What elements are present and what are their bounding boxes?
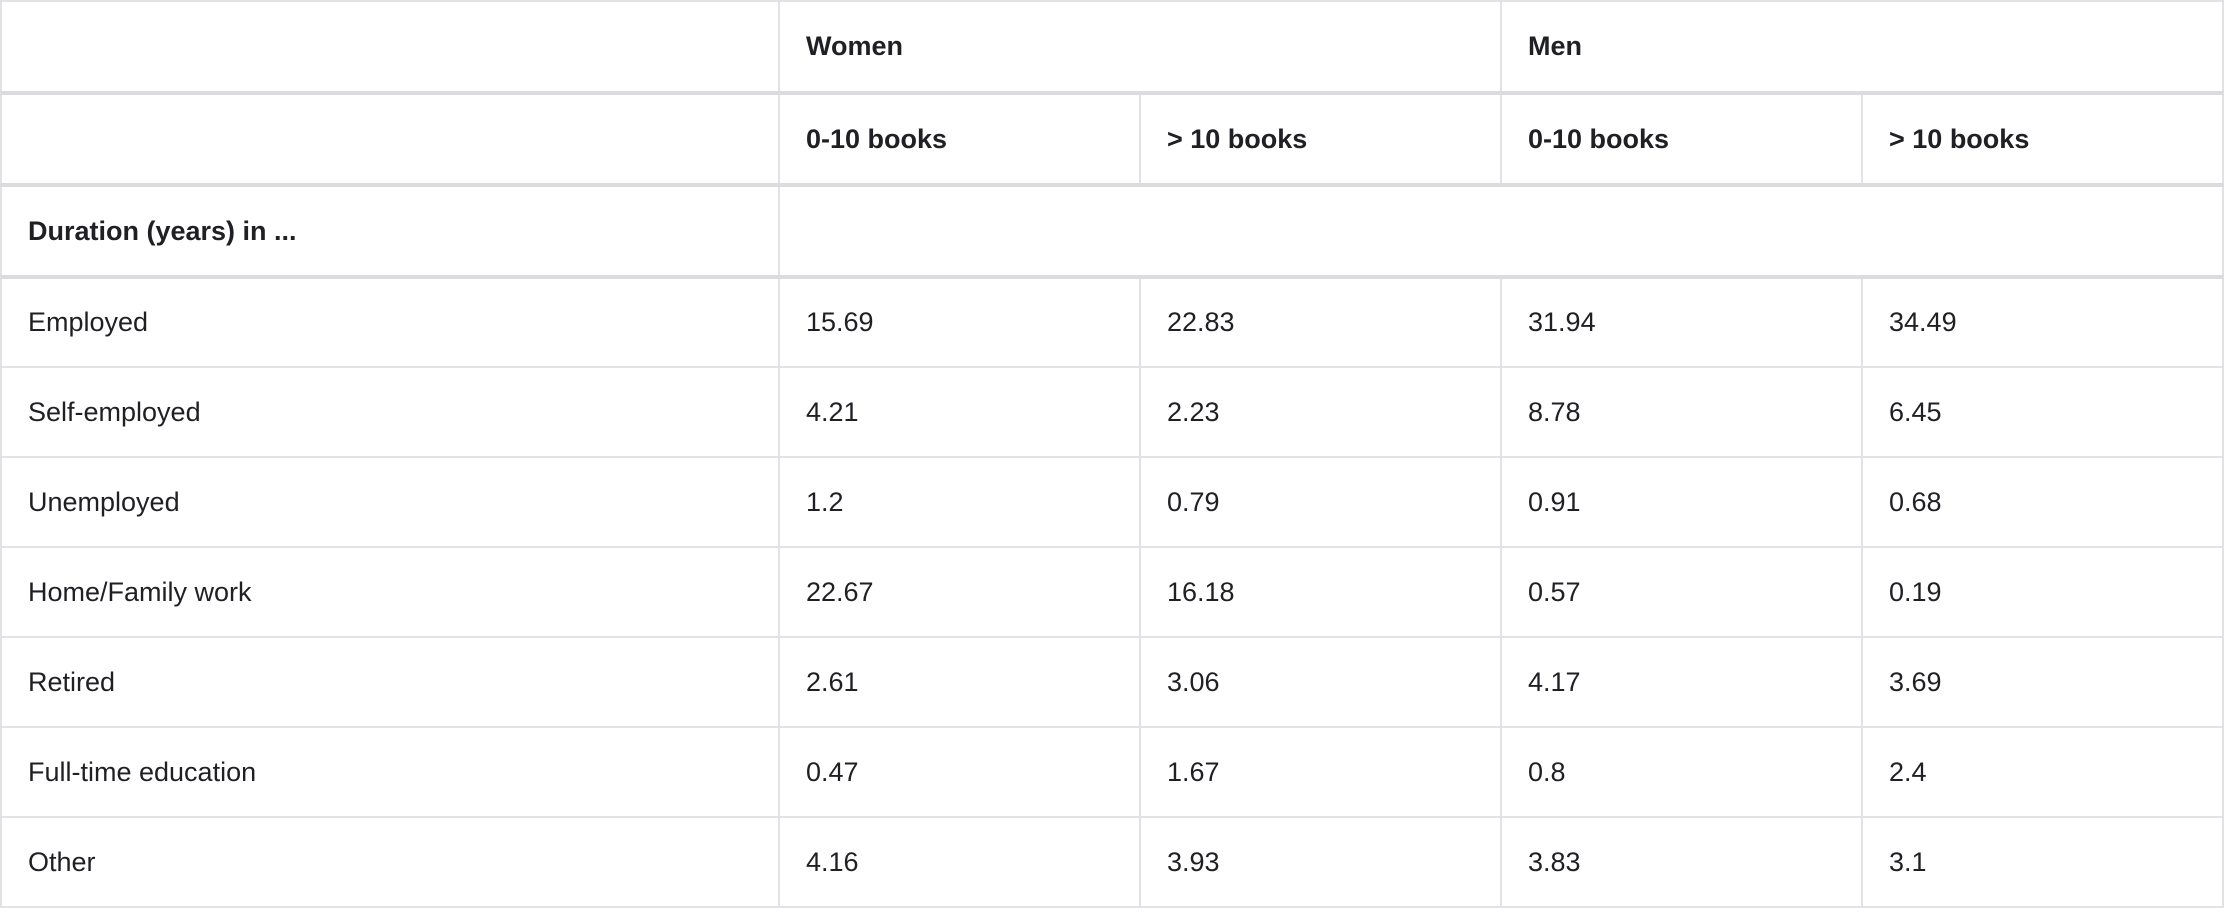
subheader-men-gt-10: > 10 books (1861, 92, 2224, 187)
cell-value: 1.67 (1138, 726, 1503, 818)
cell-value: 0.79 (1138, 456, 1503, 548)
cell-value: 34.49 (1861, 276, 2224, 368)
cell-value: 6.45 (1861, 366, 2224, 458)
table-row: Employed 15.69 22.83 31.94 34.49 (0, 276, 2224, 368)
cell-value: 0.19 (1861, 546, 2224, 638)
cell-value: 0.68 (1861, 456, 2224, 548)
cell-value: 16.18 (1138, 546, 1503, 638)
section-empty-cell (777, 184, 2224, 279)
cell-value: 31.94 (1500, 276, 1864, 368)
header-men: Men (1500, 0, 2224, 95)
row-label: Retired (0, 636, 780, 728)
subheader-women-0-10: 0-10 books (778, 92, 1141, 187)
table-row: Home/Family work 22.67 16.18 0.57 0.19 (0, 546, 2224, 638)
row-label: Home/Family work (0, 546, 780, 638)
section-row: Duration (years) in ... (0, 184, 2224, 279)
row-label: Self-employed (0, 366, 780, 458)
corner-cell (0, 0, 780, 95)
cell-value: 2.4 (1861, 726, 2224, 818)
cell-value: 4.17 (1500, 636, 1864, 728)
table-row: Retired 2.61 3.06 4.17 3.69 (0, 636, 2224, 728)
cell-value: 15.69 (778, 276, 1141, 368)
cell-value: 2.23 (1138, 366, 1503, 458)
cell-value: 22.67 (778, 546, 1141, 638)
subheader-men-0-10: 0-10 books (1500, 92, 1864, 187)
row-label: Full-time education (0, 726, 780, 818)
cell-value: 8.78 (1500, 366, 1864, 458)
cell-value: 0.47 (778, 726, 1141, 818)
header-women: Women (777, 0, 1503, 95)
cell-value: 1.2 (778, 456, 1141, 548)
cell-value: 0.8 (1500, 726, 1864, 818)
cell-value: 4.16 (778, 816, 1141, 908)
cell-value: 4.21 (778, 366, 1141, 458)
row-label: Other (0, 816, 780, 908)
cell-value: 3.06 (1138, 636, 1503, 728)
cell-value: 3.83 (1500, 816, 1864, 908)
group-header-row: Women Men (0, 0, 2224, 95)
cell-value: 3.69 (1861, 636, 2224, 728)
row-label: Unemployed (0, 456, 780, 548)
subheader-women-gt-10: > 10 books (1138, 92, 1503, 187)
cell-value: 3.1 (1861, 816, 2224, 908)
cell-value: 22.83 (1138, 276, 1503, 368)
table-row: Full-time education 0.47 1.67 0.8 2.4 (0, 726, 2224, 818)
cell-value: 2.61 (778, 636, 1141, 728)
cell-value: 3.93 (1138, 816, 1503, 908)
row-label: Employed (0, 276, 780, 368)
section-label: Duration (years) in ... (0, 184, 780, 279)
subcolumn-header-row: 0-10 books > 10 books 0-10 books > 10 bo… (0, 92, 2224, 187)
table-row: Other 4.16 3.93 3.83 3.1 (0, 816, 2224, 908)
table-row: Self-employed 4.21 2.23 8.78 6.45 (0, 366, 2224, 458)
subheader-corner-cell (0, 92, 780, 187)
cell-value: 0.91 (1500, 456, 1864, 548)
table-row: Unemployed 1.2 0.79 0.91 0.68 (0, 456, 2224, 548)
cell-value: 0.57 (1500, 546, 1864, 638)
